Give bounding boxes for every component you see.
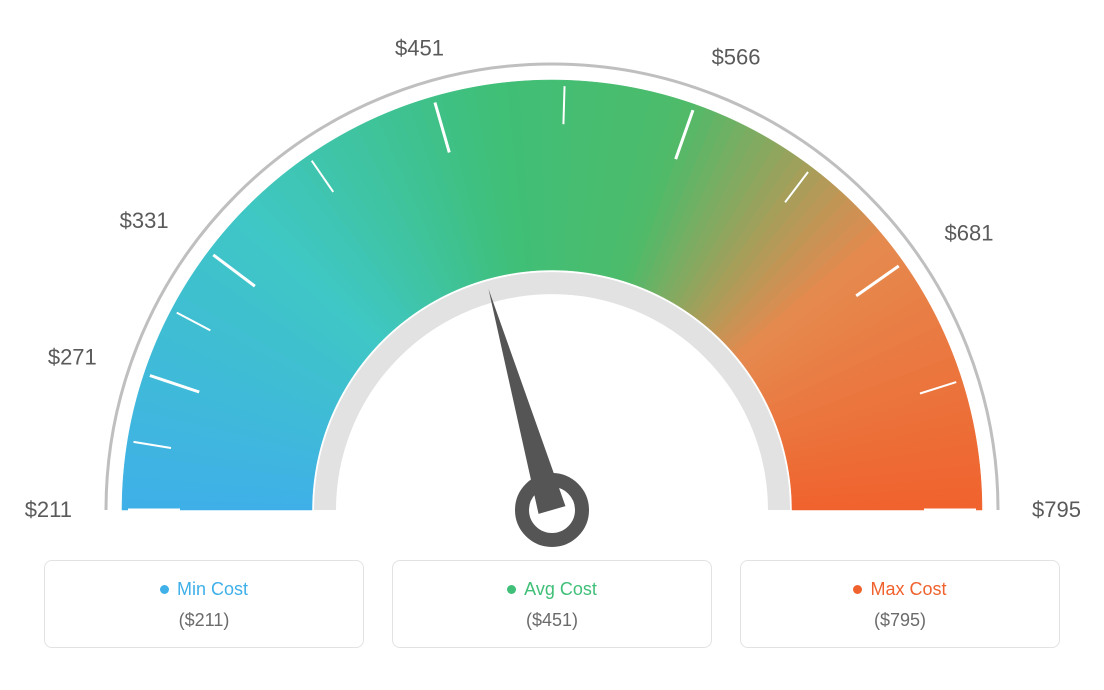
gauge-tick-label: $451 (395, 36, 444, 61)
gauge-tick-label: $211 (25, 497, 72, 522)
legend-card-min: Min Cost ($211) (44, 560, 364, 648)
gauge-tick-label: $331 (120, 208, 169, 233)
legend-dot-min (160, 585, 169, 594)
cost-gauge: $211 $271 $331 $451 $566 $681 $795 (0, 0, 1104, 560)
legend-dot-avg (507, 585, 516, 594)
legend-value-max: ($795) (751, 610, 1049, 631)
gauge-arc (122, 80, 982, 510)
legend-title-avg: Avg Cost (507, 579, 597, 600)
legend-row: Min Cost ($211) Avg Cost ($451) Max Cost… (0, 560, 1104, 648)
legend-dot-max (853, 585, 862, 594)
legend-label-max: Max Cost (870, 579, 946, 600)
gauge-tick-label: $271 (48, 345, 97, 370)
legend-label-min: Min Cost (177, 579, 248, 600)
legend-label-avg: Avg Cost (524, 579, 597, 600)
gauge-tick-label: $681 (945, 221, 994, 246)
legend-card-max: Max Cost ($795) (740, 560, 1060, 648)
gauge-tick-label: $566 (712, 44, 761, 69)
legend-title-max: Max Cost (853, 579, 946, 600)
gauge-svg: $211 $271 $331 $451 $566 $681 $795 (0, 0, 1104, 560)
legend-value-min: ($211) (55, 610, 353, 631)
gauge-tick-label: $795 (1032, 497, 1081, 522)
legend-card-avg: Avg Cost ($451) (392, 560, 712, 648)
legend-title-min: Min Cost (160, 579, 248, 600)
legend-value-avg: ($451) (403, 610, 701, 631)
